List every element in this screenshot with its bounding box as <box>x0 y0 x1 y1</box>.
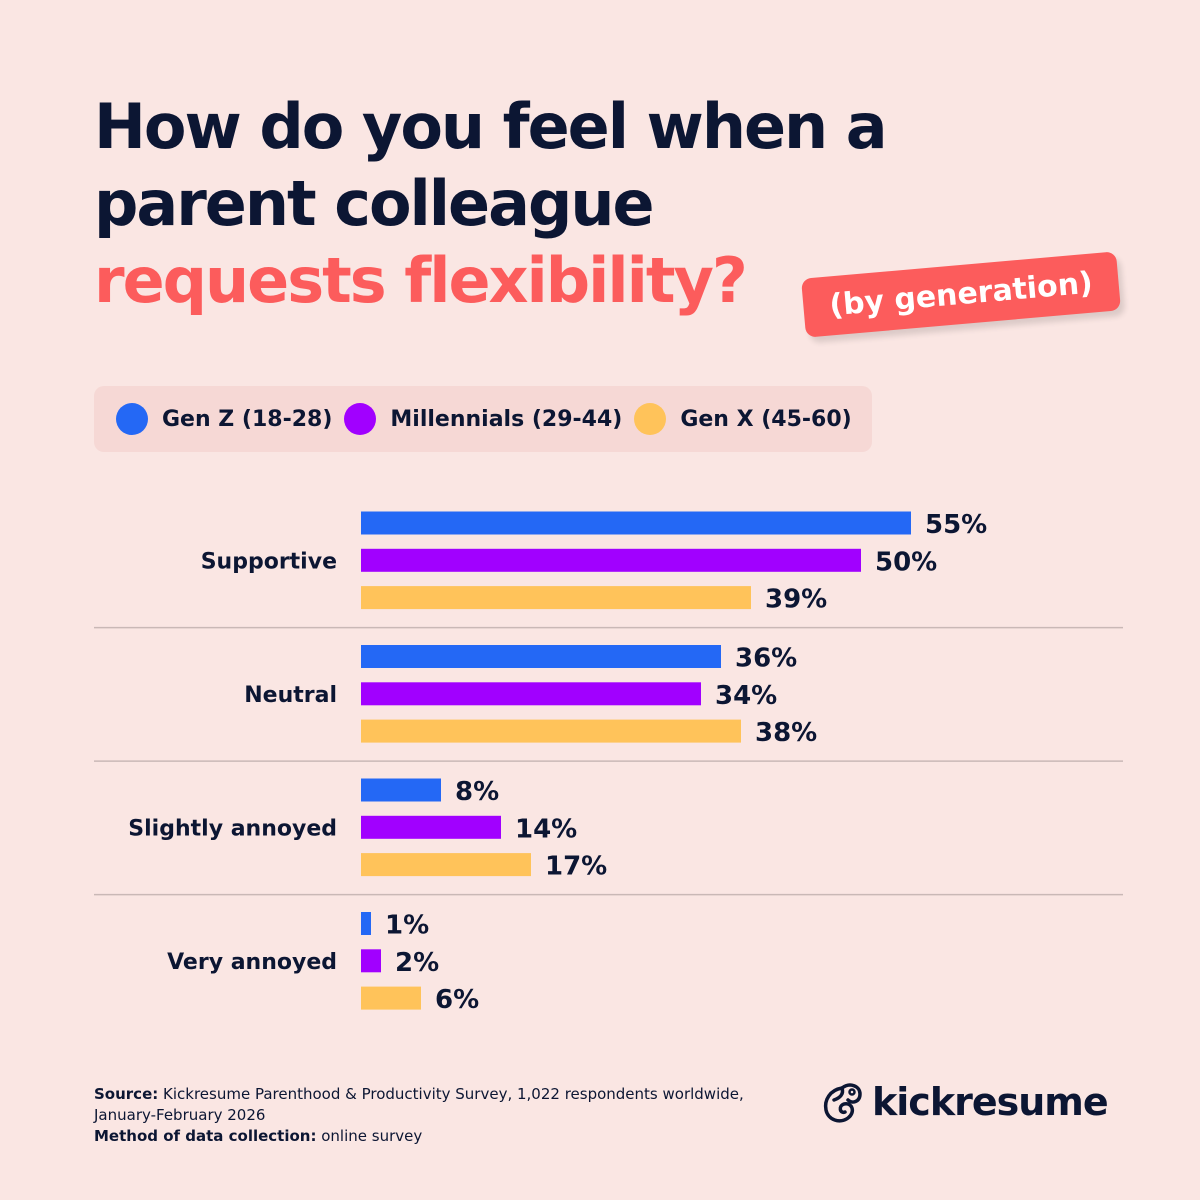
method-text: online survey <box>316 1127 423 1145</box>
source-text: Kickresume Parenthood & Productivity Sur… <box>158 1085 744 1103</box>
value-label: 6% <box>435 985 479 1015</box>
bar <box>361 719 741 743</box>
value-label: 8% <box>455 777 499 807</box>
chameleon-icon <box>823 1083 862 1123</box>
source-date: January-February 2026 <box>94 1106 266 1124</box>
bar <box>361 949 381 973</box>
bar <box>361 682 701 706</box>
source-label: Source: <box>94 1085 159 1103</box>
title-line-3: requests flexibility? <box>94 244 748 317</box>
bar <box>361 511 911 535</box>
value-label: 34% <box>715 681 777 711</box>
value-label: 1% <box>385 911 429 941</box>
legend-swatch <box>344 403 377 435</box>
value-label: 36% <box>735 644 797 674</box>
legend-label: Gen Z (18-28) <box>162 406 333 432</box>
bar <box>361 586 751 610</box>
legend-item-gen-z: Gen Z (18-28) <box>116 403 332 435</box>
legend-item-millennials: Millennials (29-44) <box>344 403 622 435</box>
legend: Gen Z (18-28) Millennials (29-44) Gen X … <box>94 386 872 452</box>
bar <box>361 778 441 802</box>
category-label: Slightly annoyed <box>128 816 337 841</box>
legend-swatch <box>634 403 667 435</box>
kickresume-logo: kickresume <box>820 1080 1109 1124</box>
legend-label: Gen X (45-60) <box>680 406 852 432</box>
value-label: 14% <box>515 814 577 844</box>
value-label: 38% <box>755 718 817 748</box>
logo-text: kickresume <box>872 1080 1109 1124</box>
value-label: 2% <box>395 948 439 978</box>
title-line-2: parent colleague <box>94 167 655 240</box>
source-note: Source: Kickresume Parenthood & Producti… <box>94 1084 744 1147</box>
value-label: 55% <box>925 510 987 540</box>
bar <box>361 986 421 1010</box>
bar <box>361 912 371 935</box>
category-label: Very annoyed <box>167 950 337 975</box>
bar <box>361 853 531 877</box>
value-label: 17% <box>545 852 607 882</box>
legend-swatch <box>116 403 148 435</box>
method-label: Method of data collection: <box>94 1127 317 1145</box>
legend-item-gen-x: Gen X (45-60) <box>634 403 852 435</box>
title-line-1: How do you feel when a <box>94 90 888 163</box>
bar <box>361 645 721 668</box>
bar <box>361 815 501 839</box>
bar <box>361 548 861 572</box>
category-label: Neutral <box>244 683 337 708</box>
category-label: Supportive <box>201 549 337 574</box>
value-label: 39% <box>765 585 827 615</box>
page-title: How do you feel when a parent colleague … <box>94 88 888 319</box>
legend-label: Millennials (29-44) <box>390 406 623 432</box>
value-label: 50% <box>875 547 937 577</box>
